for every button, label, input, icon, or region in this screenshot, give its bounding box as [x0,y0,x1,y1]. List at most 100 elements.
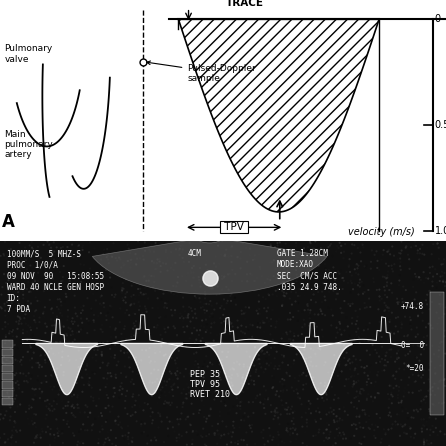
Point [122,293,129,301]
Bar [2,390,13,397]
Point [207,391,214,398]
Point [282,240,289,247]
Point [1,430,8,438]
Point [430,429,437,436]
Point [353,379,360,386]
Point [186,370,193,377]
Point [27,300,34,307]
Point [52,396,59,403]
Point [129,411,136,418]
Point [70,412,77,419]
Point [306,312,313,319]
Point [303,423,310,430]
Point [169,261,176,268]
Point [99,412,106,419]
Point [136,403,143,410]
Point [86,379,93,386]
Point [225,348,232,355]
Point [17,268,24,275]
Point [261,339,268,346]
Point [416,351,423,358]
Point [62,293,70,300]
Point [265,273,272,280]
Point [225,253,232,260]
Point [25,405,33,412]
Point [424,332,431,339]
Point [11,372,18,379]
Point [287,336,294,343]
Point [51,322,58,329]
Point [15,381,22,388]
Point [287,363,294,371]
Point [21,244,29,251]
Point [334,372,341,380]
Point [198,317,206,324]
Point [292,345,299,352]
Point [425,366,433,373]
Point [174,279,181,286]
Point [256,360,263,368]
Point [303,419,310,426]
Point [135,285,142,293]
Point [250,377,257,384]
Point [122,374,129,381]
Point [290,425,297,432]
Point [265,362,273,369]
Point [317,346,324,353]
Point [393,355,401,363]
Point [367,303,374,310]
Point [27,269,34,276]
Point [79,388,86,395]
Point [100,300,107,307]
Point [200,425,207,432]
Point [244,441,251,446]
Point [334,329,341,336]
Point [13,280,20,287]
Point [99,351,106,358]
Point [388,425,395,432]
Point [279,301,286,308]
Point [254,263,261,270]
Point [323,396,330,403]
Point [97,386,104,393]
Point [279,302,286,310]
Point [197,283,204,290]
Point [270,416,277,423]
Point [337,267,344,274]
Point [77,409,84,416]
Point [71,336,78,343]
Point [225,286,232,293]
Point [257,364,264,371]
Point [168,370,175,377]
Point [394,299,401,306]
Point [183,272,190,279]
Point [75,242,83,249]
Point [199,386,206,393]
Point [434,306,441,314]
Point [211,430,218,437]
Point [202,295,209,302]
Point [172,372,179,379]
Point [206,359,214,366]
Point [367,265,374,272]
Point [427,385,434,392]
Point [407,317,414,324]
Point [245,413,252,420]
Point [254,347,261,354]
Point [388,329,395,336]
Point [140,256,147,263]
Point [19,281,26,288]
Point [64,313,71,320]
Point [411,303,418,310]
Point [24,348,31,355]
Point [260,426,267,434]
Point [122,310,129,317]
Point [89,354,96,361]
Point [410,434,417,442]
Point [20,354,27,361]
Point [221,318,228,325]
Point [199,434,206,441]
Point [171,307,178,314]
Point [277,239,284,246]
Point [356,279,363,286]
